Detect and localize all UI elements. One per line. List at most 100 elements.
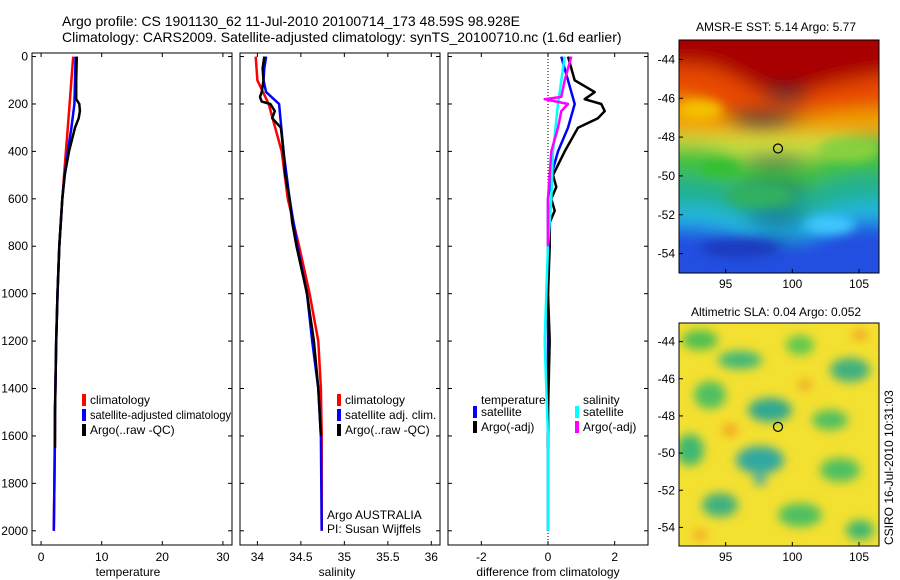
salinity-legend-swatch-argo: [337, 424, 341, 436]
difference-legend-temp-satellite: satellite: [481, 405, 522, 419]
difference-legend-swatch-temp-argo: [473, 421, 477, 433]
difference-legend-swatch-temp-satellite: [473, 406, 477, 418]
difference-legend: temperature salinity satellite Argo(-adj…: [473, 393, 636, 434]
temperature-ytick-label: 1400: [1, 382, 28, 396]
sst-heatmap: [679, 40, 879, 273]
salinity-legend-satellite: satellite adj. clim.: [345, 408, 436, 422]
temperature-ytick-label: 1200: [1, 334, 28, 348]
temperature-ytick-label: 1800: [1, 476, 28, 490]
difference-axes-frame: [447, 52, 649, 546]
sla-map-ytick-label: -44: [658, 335, 676, 349]
temperature-legend-swatch-climatology: [82, 394, 86, 406]
difference-legend-sal-satellite: satellite: [583, 405, 624, 419]
sla-map-xtick-label: 105: [849, 550, 869, 564]
temperature-ytick-label: 1600: [1, 429, 28, 443]
sst-map-title: AMSR-E SST: 5.14 Argo: 5.77: [696, 20, 856, 34]
salinity-ticks: 34 34.5 35 35.5 36: [240, 53, 440, 564]
temperature-legend: climatology satellite-adjusted climatolo…: [82, 393, 231, 437]
salinity-legend-climatology: climatology: [345, 393, 405, 407]
temperature-line-argo: [53, 56, 82, 448]
temperature-xlabel: temperature: [96, 565, 161, 579]
sst-map-ytick-label: -50: [658, 169, 676, 183]
salinity-panel: 34 34.5 35 35.5 36 salinity climatology sate…: [239, 52, 441, 579]
temperature-xtick-label: 10: [95, 550, 109, 564]
difference-legend-temp-argo: Argo(-adj): [481, 420, 534, 434]
temperature-ytick-label: 400: [8, 144, 28, 158]
difference-legend-swatch-sal-satellite: [575, 406, 579, 418]
sst-map-ytick-label: -48: [658, 130, 676, 144]
sla-map-ytick-label: -48: [658, 409, 676, 423]
temperature-legend-swatch-satellite: [82, 409, 86, 421]
sst-map-ytick-label: -52: [658, 208, 676, 222]
sla-map-ticks: 95 100 105 -44 -46 -48 -50 -52 -54: [658, 335, 870, 564]
sst-map-ytick-label: -46: [658, 91, 676, 105]
sst-map-xtick-label: 105: [849, 277, 869, 291]
temperature-ytick-label: 200: [8, 97, 28, 111]
salinity-legend-argo: Argo(..raw -QC): [345, 423, 430, 437]
difference-series: [543, 56, 606, 531]
salinity-annotation-pi: PI: Susan Wijffels: [327, 522, 421, 536]
salinity-xtick-label: 36: [425, 550, 439, 564]
temperature-ticks: 0 10 20 30 0 200 400 600 800 1000 1200 1400 1600 1800…: [1, 50, 232, 564]
sla-map-xtick-label: 95: [719, 550, 733, 564]
sst-map-ytick-label: -44: [658, 52, 676, 66]
difference-ticks: -2 0 2: [448, 53, 648, 564]
sst-map-frame: [678, 39, 880, 274]
temperature-axes-frame: [31, 52, 233, 546]
difference-legend-sal-argo: Argo(-adj): [583, 420, 636, 434]
sst-map-ytick-label: -54: [658, 247, 676, 261]
csiro-stamp: CSIRO 16-Jul-2010 10:31:03: [882, 390, 896, 545]
sla-map-frame: [678, 322, 880, 547]
salinity-xtick-label: 34: [251, 550, 265, 564]
sst-map-ticks: 95 100 105 -44 -46 -48 -50 -52 -54: [658, 52, 870, 291]
sla-map-title: Altimetric SLA: 0.04 Argo: 0.052: [691, 305, 861, 319]
sla-map-ytick-label: -54: [658, 520, 676, 534]
temperature-xtick-label: 0: [38, 550, 45, 564]
sst-map-panel: AMSR-E SST: 5.14 Argo: 5.77: [658, 20, 880, 291]
temperature-ytick-label: 1000: [1, 287, 28, 301]
sla-map-panel: Altimetric SLA: 0.04 Argo: 0.052: [658, 305, 880, 564]
temperature-ytick-label: 800: [8, 239, 28, 253]
difference-legend-header-temperature: temperature: [481, 393, 546, 407]
salinity-line-climatology: [254, 56, 323, 531]
salinity-line-argo: [258, 56, 323, 436]
sst-map-xtick-label: 100: [782, 277, 802, 291]
temperature-xtick-label: 20: [156, 550, 170, 564]
difference-xtick-label: -2: [476, 550, 487, 564]
sla-map-ytick-label: -52: [658, 483, 676, 497]
difference-xtick-label: 2: [611, 550, 618, 564]
temperature-xtick-label: 30: [216, 550, 230, 564]
salinity-legend-swatch-climatology: [337, 394, 341, 406]
temperature-ytick-label: 600: [8, 192, 28, 206]
salinity-axes-frame: [239, 52, 441, 546]
salinity-xlabel: salinity: [319, 565, 356, 579]
difference-xlabel: difference from climatology: [476, 565, 619, 579]
sla-map-ytick-label: -50: [658, 446, 676, 460]
difference-panel: -2 0 2 difference from climatology tempera…: [447, 52, 649, 579]
sla-map-xtick-label: 100: [782, 550, 802, 564]
temperature-legend-satellite: satellite-adjusted climatology: [90, 408, 231, 422]
sst-argo-marker: [772, 143, 784, 154]
temperature-panel: 0 10 20 30 0 200 400 600 800 1000 1200 1400 1600 1800…: [1, 50, 233, 579]
temperature-series: [52, 56, 82, 531]
sla-heatmap: [679, 323, 879, 546]
temperature-legend-argo: Argo(..raw -QC): [90, 423, 175, 437]
sla-map-ytick-label: -46: [658, 372, 676, 386]
salinity-xtick-label: 35: [338, 550, 352, 564]
temperature-legend-swatch-argo: [82, 424, 86, 436]
temperature-ytick-label: 2000: [1, 524, 28, 538]
difference-legend-header-salinity: salinity: [583, 393, 620, 407]
difference-legend-swatch-sal-argo: [575, 421, 579, 433]
salinity-legend-swatch-satellite: [337, 409, 341, 421]
salinity-annotation-institution: Argo AUSTRALIA: [327, 508, 422, 522]
salinity-xtick-label: 34.5: [289, 550, 313, 564]
sla-argo-marker: [772, 421, 784, 432]
salinity-legend: climatology satellite adj. clim. Argo(..…: [337, 393, 436, 437]
salinity-xtick-label: 35.5: [376, 550, 400, 564]
temperature-ytick-label: 0: [21, 50, 28, 64]
figure-title-line1: Argo profile: CS 1901130_62 11-Jul-2010 …: [62, 13, 520, 29]
difference-line-salinity-argo: [543, 56, 573, 247]
salinity-series: [254, 56, 323, 531]
temperature-legend-climatology: climatology: [90, 393, 150, 407]
